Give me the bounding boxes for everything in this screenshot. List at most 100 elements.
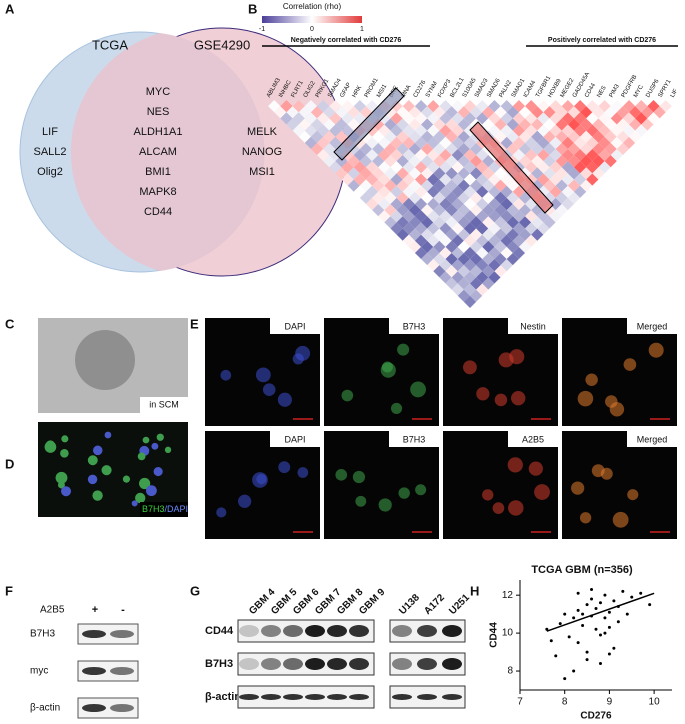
- heatmap-cell: [427, 100, 440, 113]
- heatmap-cell: [439, 210, 452, 223]
- heatmap-cell: [488, 197, 501, 211]
- heatmap-cell: [445, 179, 458, 192]
- channel-label: DAPI: [284, 434, 305, 444]
- gene-label: ALDH1A1: [134, 126, 183, 138]
- heatmap-cell: [531, 228, 544, 241]
- heatmap-cell: [341, 100, 354, 113]
- heatmap-cell: [506, 118, 519, 131]
- heatmap-cell: [470, 142, 483, 156]
- heatmap-cell: [482, 204, 495, 217]
- protein-label: B7H3: [30, 629, 55, 640]
- heatmap-cell: [384, 130, 397, 143]
- heatmap-cell: [396, 179, 409, 192]
- heatmap-cell: [421, 228, 434, 241]
- heatmap-cell: [476, 197, 489, 211]
- heatmap-cell: [396, 155, 409, 168]
- heatmap-cell: [359, 191, 373, 204]
- heatmap-cell: [488, 173, 501, 186]
- cell: [341, 389, 354, 402]
- heatmap-cell: [610, 112, 623, 125]
- blot-band: [110, 667, 134, 675]
- heatmap-cell: [323, 118, 336, 131]
- heatmap-cell: [427, 124, 440, 137]
- highlight-box: [333, 87, 405, 161]
- heatmap-cell: [457, 228, 470, 241]
- heatmap-cell: [494, 130, 507, 143]
- point: [576, 641, 580, 645]
- heatmap-cell: [451, 124, 464, 137]
- heatmap-cell: [359, 142, 373, 156]
- cell: [92, 445, 103, 456]
- cell: [104, 431, 112, 439]
- heatmap-cell: [414, 222, 428, 235]
- heatmap-cell: [347, 142, 360, 156]
- heatmap-cell: [506, 216, 519, 229]
- cell: [627, 489, 639, 501]
- heatmap-cell: [421, 240, 434, 253]
- heatmap-cell: [359, 155, 373, 168]
- cell: [476, 387, 490, 401]
- gene-label: MSI1: [249, 166, 275, 178]
- heatmap-cell: [494, 204, 507, 217]
- heatmap-cell: [598, 161, 611, 174]
- heatmap-cell: [310, 118, 324, 131]
- heatmap-cell: [396, 106, 409, 119]
- heatmap-cell: [402, 124, 415, 137]
- heatmap-cell: [372, 118, 385, 131]
- heatmap-cell: [433, 228, 446, 241]
- cell: [101, 465, 112, 476]
- heatmap-cell: [384, 155, 397, 168]
- point: [558, 622, 562, 626]
- heatmap-cell: [610, 136, 623, 149]
- heatmap-cell: [414, 234, 428, 247]
- gene-label: NANOG: [242, 146, 282, 158]
- heatmap-cell: [457, 191, 470, 204]
- heatmap-cell: [518, 228, 532, 241]
- heatmap-cell: [451, 100, 464, 113]
- heatmap-cell: [421, 204, 434, 217]
- heatmap-cell: [482, 216, 495, 229]
- heatmap-cell: [353, 173, 366, 186]
- cell: [164, 446, 172, 454]
- heatmap-cell: [494, 191, 507, 204]
- heatmap-cell: [384, 118, 397, 131]
- heatmap-cell: [586, 124, 599, 137]
- heatmap-cell: [470, 155, 483, 168]
- blot-band: [305, 658, 325, 670]
- heatmap-cell: [317, 136, 330, 149]
- gene-label: HRK: [352, 85, 364, 99]
- heatmap-cell: [421, 155, 434, 168]
- heatmap-cell: [390, 161, 403, 174]
- point: [590, 587, 594, 591]
- point: [585, 658, 589, 662]
- cell: [398, 487, 410, 499]
- heatmap-cell: [390, 136, 403, 149]
- heatmap-cell: [433, 106, 446, 119]
- blot-band: [239, 694, 259, 700]
- label-box: [627, 431, 677, 447]
- condition-label: A2B5: [40, 605, 65, 616]
- heatmap-cell: [476, 173, 489, 186]
- heatmap-cell: [518, 106, 532, 119]
- heatmap-cell: [457, 142, 470, 156]
- point: [598, 601, 602, 605]
- group-label: Negatively correlated with CD276: [291, 37, 402, 44]
- gene-label: LIF: [670, 88, 680, 99]
- cell: [256, 474, 267, 485]
- point: [594, 627, 598, 631]
- heatmap-cell: [451, 148, 464, 162]
- x-tick-label: 10: [649, 697, 661, 708]
- heatmap-cell: [494, 118, 507, 131]
- point: [607, 652, 611, 656]
- colorbar-tick: 1: [360, 26, 364, 33]
- cell: [534, 484, 550, 501]
- cell: [262, 383, 276, 397]
- heatmap-cell: [451, 234, 464, 247]
- heatmap-cell: [445, 155, 458, 168]
- cell: [381, 361, 393, 373]
- heatmap-cell: [396, 191, 409, 204]
- heatmap-cell: [494, 106, 507, 119]
- heatmap-cell: [341, 173, 354, 186]
- heatmap-cell: [476, 112, 489, 125]
- heatmap-cell: [506, 142, 519, 156]
